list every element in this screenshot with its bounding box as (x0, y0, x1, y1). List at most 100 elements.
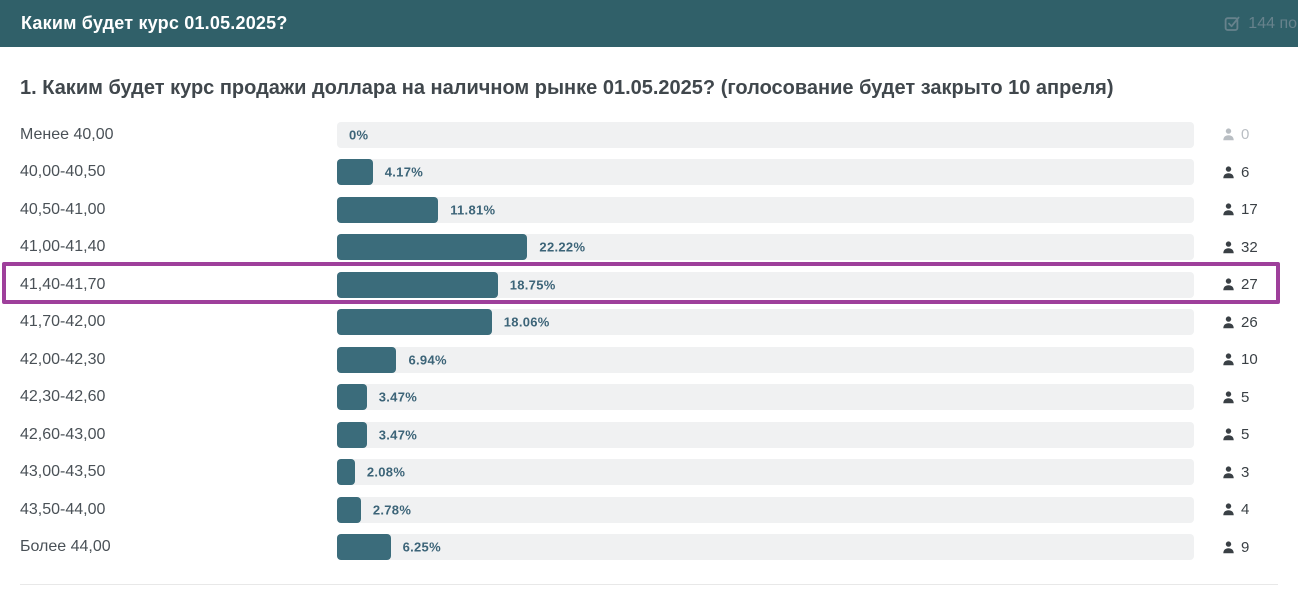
poll-option-row[interactable]: 42,30-42,60 3.47% 5 (0, 379, 1298, 417)
ballot-check-icon (1224, 15, 1241, 32)
result-bar-fill (337, 459, 355, 486)
option-vote-count: 32 (1241, 238, 1258, 256)
poll-total-votes-text: 144 по (1248, 14, 1297, 32)
option-vote-count: 17 (1241, 201, 1258, 219)
person-icon (1222, 316, 1235, 329)
poll-option-row[interactable]: 42,00-42,30 6.94% 10 (0, 341, 1298, 379)
person-icon (1222, 203, 1235, 216)
poll-option-row[interactable]: 41,40-41,70 18.75% 27 (0, 266, 1298, 304)
option-percentage: 0% (349, 127, 369, 143)
option-vote-count: 10 (1241, 351, 1258, 369)
result-bar-fill (337, 309, 492, 336)
poll-option-row[interactable]: 43,50-44,00 2.78% 4 (0, 491, 1298, 529)
poll-option-row[interactable]: 41,00-41,40 22.22% 32 (0, 229, 1298, 267)
option-vote-count: 5 (1241, 426, 1250, 444)
option-votes: 0 (1194, 126, 1249, 143)
option-percentage: 11.81% (450, 202, 496, 218)
option-votes: 6 (1194, 164, 1249, 181)
result-bar-track: 18.75% (337, 271, 1194, 298)
poll-option-row[interactable]: 41,70-42,00 18.06% 26 (0, 304, 1298, 342)
person-icon (1222, 391, 1235, 404)
result-bar-track: 2.08% (337, 459, 1194, 486)
poll-results-list: Менее 40,00 0% 0 40,00-40,50 4.17% (0, 116, 1298, 566)
result-bar-fill (337, 346, 397, 373)
option-votes: 4 (1194, 501, 1249, 518)
person-icon (1222, 128, 1235, 141)
person-icon (1222, 166, 1235, 179)
option-percentage: 2.08% (366, 464, 406, 480)
option-votes: 5 (1194, 389, 1249, 406)
person-icon (1222, 503, 1235, 516)
option-vote-count: 27 (1241, 276, 1258, 294)
poll-option-row[interactable]: 40,50-41,00 11.81% 17 (0, 191, 1298, 229)
option-percentage: 6.94% (408, 352, 447, 368)
result-bar-track: 6.25% (337, 534, 1194, 561)
person-icon (1222, 241, 1235, 254)
result-bar-track: 2.78% (337, 496, 1194, 523)
option-vote-count: 0 (1241, 126, 1250, 144)
result-bar-track: 11.81% (337, 196, 1194, 223)
option-label: Более 44,00 (20, 538, 111, 556)
result-bar-fill (337, 534, 391, 561)
option-votes: 27 (1194, 276, 1258, 293)
bottom-divider (20, 584, 1278, 585)
poll-option-row[interactable]: Менее 40,00 0% 0 (0, 116, 1298, 154)
option-vote-count: 9 (1241, 538, 1250, 556)
option-votes: 26 (1194, 314, 1258, 331)
poll-option-row[interactable]: 43,00-43,50 2.08% 3 (0, 454, 1298, 492)
option-label: Менее 40,00 (20, 125, 114, 143)
option-percentage: 3.47% (378, 427, 418, 443)
option-votes: 3 (1194, 464, 1249, 481)
option-percentage: 3.47% (378, 389, 418, 405)
person-icon (1222, 541, 1235, 554)
result-bar-fill (337, 196, 439, 223)
result-bar-track: 6.94% (337, 346, 1194, 373)
result-bar-track: 3.47% (337, 421, 1194, 448)
person-icon (1222, 466, 1235, 479)
option-percentage: 4.17% (384, 164, 424, 180)
poll-header-title: Каким будет курс 01.05.2025? (21, 13, 288, 33)
result-bar-track: 22.22% (337, 234, 1194, 261)
poll-total-votes: 144 по (1224, 15, 1298, 33)
option-votes: 17 (1194, 201, 1258, 218)
person-icon (1222, 353, 1235, 366)
result-bar-track: 4.17% (337, 159, 1194, 186)
option-vote-count: 5 (1241, 388, 1250, 406)
option-label: 41,00-41,40 (20, 238, 106, 256)
person-icon (1222, 428, 1235, 441)
option-label: 40,50-41,00 (20, 200, 106, 218)
option-label: 41,70-42,00 (20, 313, 106, 331)
result-bar-fill (337, 271, 498, 298)
result-bar-fill (337, 384, 367, 411)
option-vote-count: 6 (1241, 163, 1250, 181)
question-title: 1. Каким будет курс продажи доллара на н… (20, 77, 1114, 99)
option-label: 42,00-42,30 (20, 350, 106, 368)
option-votes: 10 (1194, 351, 1258, 368)
option-vote-count: 26 (1241, 313, 1258, 331)
option-label: 42,60-43,00 (20, 425, 106, 443)
option-percentage: 2.78% (372, 502, 412, 518)
option-vote-count: 4 (1241, 501, 1250, 519)
result-bar-fill (337, 496, 361, 523)
result-bar-track: 3.47% (337, 384, 1194, 411)
option-vote-count: 3 (1241, 463, 1250, 481)
poll-option-row[interactable]: 40,00-40,50 4.17% 6 (0, 154, 1298, 192)
option-label: 41,40-41,70 (20, 275, 106, 293)
option-label: 43,50-44,00 (20, 500, 106, 518)
option-percentage: 18.75% (509, 277, 556, 293)
result-bar-fill (337, 421, 367, 448)
option-percentage: 6.25% (402, 539, 441, 555)
option-percentage: 22.22% (539, 239, 586, 255)
option-label: 43,00-43,50 (20, 463, 106, 481)
poll-header: Каким будет курс 01.05.2025? 144 по (0, 0, 1298, 47)
poll-option-row[interactable]: 42,60-43,00 3.47% 5 (0, 416, 1298, 454)
option-percentage: 18.06% (503, 314, 550, 330)
option-label: 40,00-40,50 (20, 163, 106, 181)
option-votes: 5 (1194, 426, 1249, 443)
poll-option-row[interactable]: Более 44,00 6.25% 9 (0, 529, 1298, 567)
option-votes: 32 (1194, 239, 1258, 256)
option-label: 42,30-42,60 (20, 388, 106, 406)
result-bar-track: 18.06% (337, 309, 1194, 336)
person-icon (1222, 278, 1235, 291)
option-votes: 9 (1194, 539, 1249, 556)
